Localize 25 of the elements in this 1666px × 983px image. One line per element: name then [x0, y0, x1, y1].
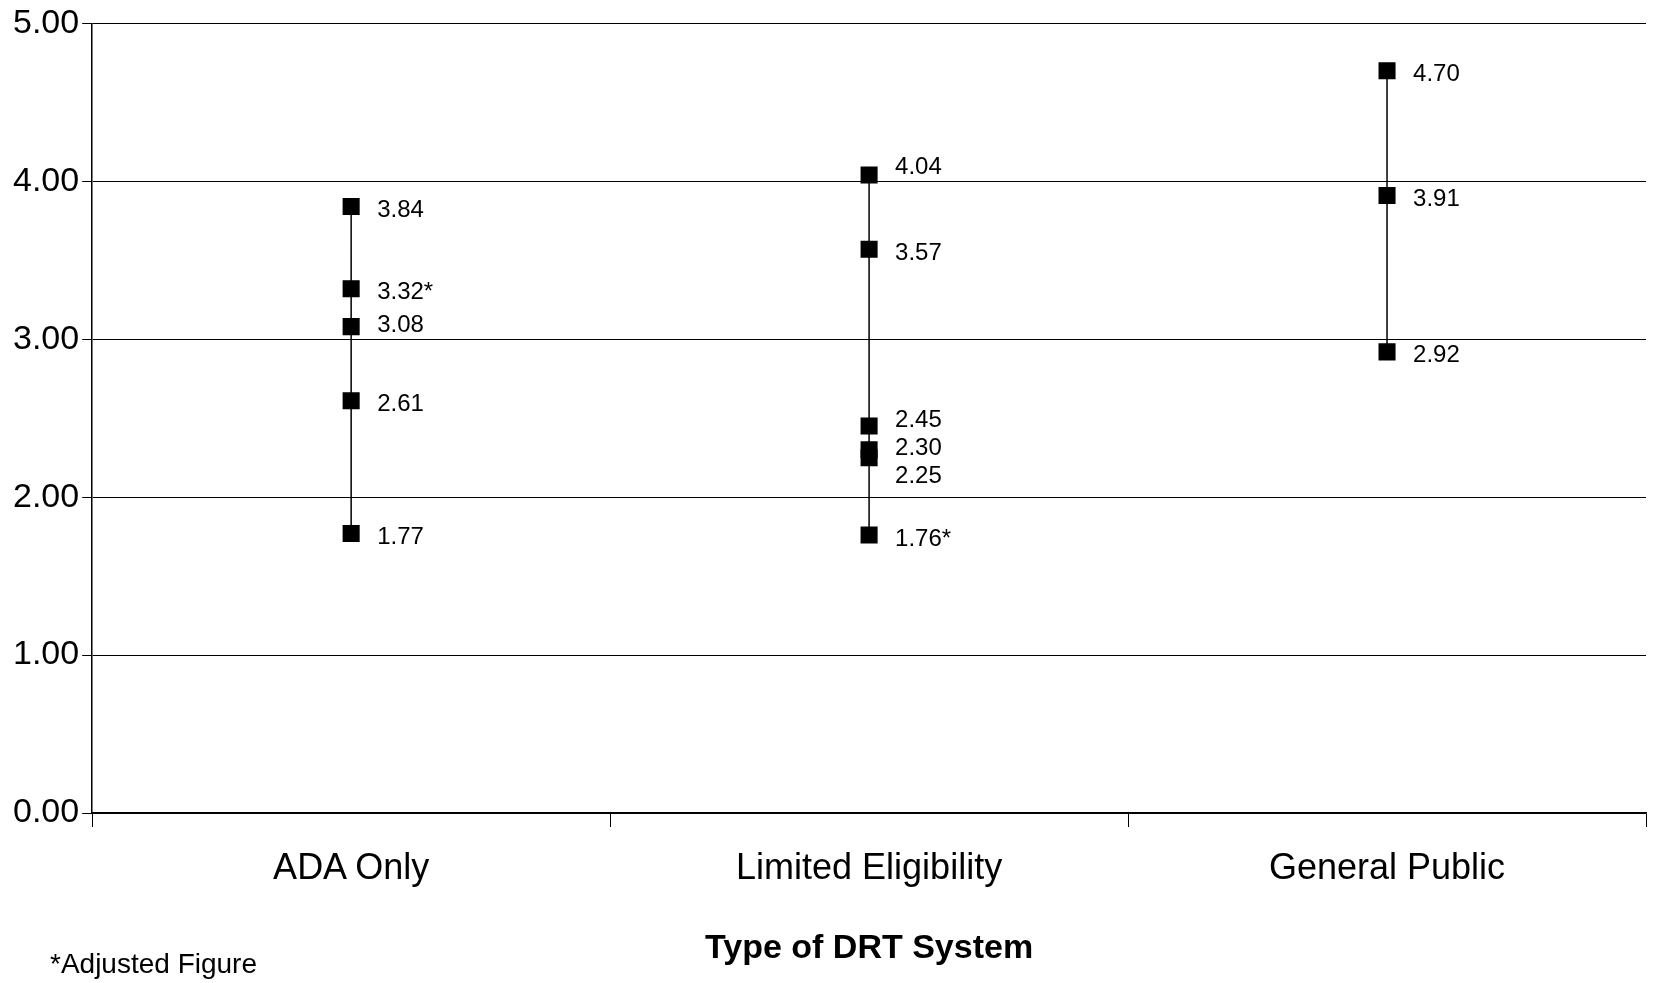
y-tick-label: 2.00 [12, 475, 80, 514]
y-tick-label: 4.00 [12, 159, 80, 198]
data-label: 2.30 [895, 433, 942, 461]
data-label: 3.08 [377, 309, 424, 337]
x-tick-label: General Public [1268, 845, 1506, 887]
data-label: 3.91 [1413, 184, 1460, 212]
data-label: 3.84 [377, 195, 424, 223]
data-label: 2.25 [895, 461, 942, 489]
data-label: 4.04 [895, 151, 942, 179]
x-axis-title: Type of DRT System [705, 926, 1034, 965]
y-tick-label: 3.00 [12, 317, 80, 356]
data-label: 1.76* [895, 523, 952, 551]
data-label: 1.77 [377, 522, 424, 550]
x-tick-label: ADA Only [273, 845, 430, 887]
y-tick-label: 5.00 [12, 1, 80, 40]
data-label: 4.70 [1413, 59, 1460, 87]
y-tick-label: 1.00 [12, 633, 80, 672]
data-label: 3.57 [895, 237, 942, 265]
data-label: 2.61 [377, 389, 424, 417]
data-label: 2.45 [895, 405, 942, 433]
text: *Adjusted Figure [50, 948, 258, 980]
data-label: 3.32* [377, 277, 434, 305]
data-label: 2.92 [1413, 340, 1460, 368]
x-tick-label: Limited Eligibility [736, 845, 1003, 887]
y-tick-label: 0.00 [12, 791, 80, 830]
